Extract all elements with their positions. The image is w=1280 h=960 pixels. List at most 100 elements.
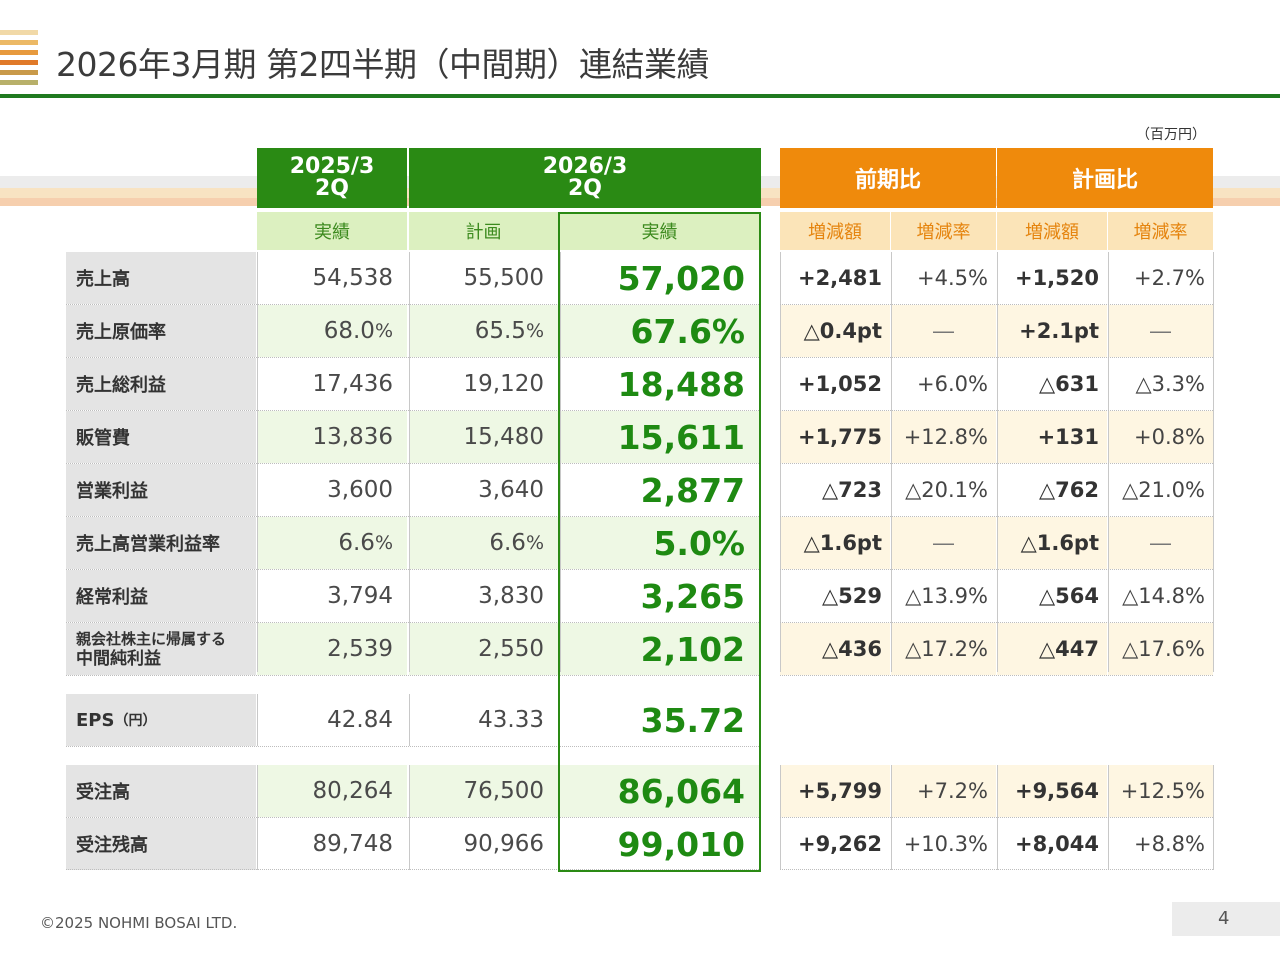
value-prev-number: 89,748: [312, 831, 393, 857]
header-2025-quarter: 2Q: [314, 176, 349, 201]
grid-line: [66, 516, 761, 517]
value-prev-number: 17,436: [312, 371, 393, 397]
value-plan: 2,550: [409, 623, 558, 675]
grid-line: [780, 569, 1213, 570]
prev-diff-rate: +10.3%: [891, 818, 996, 870]
value-plan-number: 19,120: [463, 371, 544, 397]
grid-line: [1108, 252, 1109, 672]
eps-plan: 43.33: [478, 707, 544, 733]
plan-diff-amount: △447: [997, 623, 1107, 675]
value-prev-number: 6.6: [338, 530, 375, 556]
plan-diff-amount: △564: [997, 570, 1107, 622]
row-label: 受注高: [66, 765, 256, 817]
plan-diff-rate: +0.8%: [1108, 411, 1213, 463]
value-plan-number: 65.5: [474, 318, 526, 344]
value-prev-actual: 17,436: [257, 358, 407, 410]
grid-line: [66, 675, 761, 676]
plan-diff-rate: +12.5%: [1108, 765, 1213, 817]
value-prev-number: 54,538: [312, 265, 393, 291]
grid-line: [780, 869, 1213, 870]
prev-diff-rate: △20.1%: [891, 464, 996, 516]
grid-line: [997, 252, 998, 672]
value-prev-actual: 54,538: [257, 252, 407, 304]
value-prev-number: 2,539: [327, 636, 393, 662]
value-prev-actual: 2,539: [257, 623, 407, 675]
eps-prev-actual: 42.84: [327, 707, 393, 733]
grid-line: [1213, 765, 1214, 870]
header-plan-compare: 計画比: [997, 148, 1213, 208]
plan-diff-rate: △21.0%: [1108, 464, 1213, 516]
value-plan: 55,500: [409, 252, 558, 304]
grid-line: [780, 516, 1213, 517]
prev-diff-rate: +6.0%: [891, 358, 996, 410]
plan-diff-amount: +2.1pt: [997, 305, 1107, 357]
plan-diff-amount: △762: [997, 464, 1107, 516]
page-number-box: [1172, 902, 1280, 936]
grid-line: [1213, 252, 1214, 672]
prev-diff-rate: △17.2%: [891, 623, 996, 675]
subheader-actual-2025: 実績: [257, 212, 407, 250]
row-label: 販管費: [66, 411, 256, 463]
grid-line: [780, 622, 1213, 623]
grid-line: [66, 410, 761, 411]
value-current-actual: 99,010: [560, 818, 759, 870]
value-prev-number: 3,794: [327, 583, 393, 609]
prev-diff-amount: △1.6pt: [780, 517, 890, 569]
prev-diff-rate: △13.9%: [891, 570, 996, 622]
header-prev-compare: 前期比: [780, 148, 996, 208]
header-2026-year: 2026/3: [542, 154, 628, 179]
subheader-plan: 計画: [409, 212, 558, 250]
grid-line: [66, 746, 761, 747]
grid-line: [409, 694, 410, 746]
plan-diff-rate: +8.8%: [1108, 818, 1213, 870]
plan-diff-amount: +1,520: [997, 252, 1107, 304]
value-prev-number: 68.0: [323, 318, 375, 344]
row-label-eps: EPS （円）: [66, 694, 256, 746]
value-plan-number: 90,966: [463, 831, 544, 857]
plan-diff-amount: +131: [997, 411, 1107, 463]
value-prev-number: 3,600: [327, 477, 393, 503]
header-2025-2q: 2025/3 2Q: [257, 148, 407, 208]
value-prev-actual: 89,748: [257, 818, 407, 870]
row-label-line1: 親会社株主に帰属する: [76, 630, 227, 648]
subheader-prev-amount: 増減額: [780, 212, 890, 250]
grid-line: [780, 357, 1213, 358]
value-current-actual: 86,064: [560, 765, 759, 817]
header-2026-2q: 2026/3 2Q: [409, 148, 761, 208]
grid-line: [66, 569, 761, 570]
value-plan-unit: %: [525, 532, 544, 554]
copyright: ©2025 NOHMI BOSAI LTD.: [40, 914, 238, 932]
value-plan: 65.5%: [409, 305, 558, 357]
prev-diff-rate: ―: [891, 305, 996, 357]
prev-diff-amount: △529: [780, 570, 890, 622]
grid-line: [780, 252, 781, 672]
plan-diff-rate: △3.3%: [1108, 358, 1213, 410]
prev-diff-amount: +5,799: [780, 765, 890, 817]
value-prev-unit: %: [374, 320, 393, 342]
eps-label: EPS: [76, 709, 115, 731]
value-current-actual: 3,265: [560, 570, 759, 622]
value-plan: 90,966: [409, 818, 558, 870]
row-label: 経常利益: [66, 570, 256, 622]
prev-diff-rate: +4.5%: [891, 252, 996, 304]
eps-current-actual: 35.72: [640, 700, 745, 740]
value-plan-number: 3,830: [478, 583, 544, 609]
prev-diff-rate: +12.8%: [891, 411, 996, 463]
plan-diff-rate: +2.7%: [1108, 252, 1213, 304]
value-plan: 15,480: [409, 411, 558, 463]
row-label: 営業利益: [66, 464, 256, 516]
grid-line: [66, 463, 761, 464]
value-current-actual: 2,102: [560, 623, 759, 675]
value-prev-number: 80,264: [312, 778, 393, 804]
value-plan-number: 15,480: [463, 424, 544, 450]
grid-line: [66, 304, 761, 305]
page-title: 2026年3月期 第2四半期（中間期）連結業績: [56, 45, 709, 84]
value-plan: 76,500: [409, 765, 558, 817]
prev-diff-rate: +7.2%: [891, 765, 996, 817]
grid-line: [409, 252, 410, 672]
value-plan: 6.6%: [409, 517, 558, 569]
plan-diff-amount: △631: [997, 358, 1107, 410]
value-plan: 3,640: [409, 464, 558, 516]
value-plan: 19,120: [409, 358, 558, 410]
prev-diff-amount: △723: [780, 464, 890, 516]
